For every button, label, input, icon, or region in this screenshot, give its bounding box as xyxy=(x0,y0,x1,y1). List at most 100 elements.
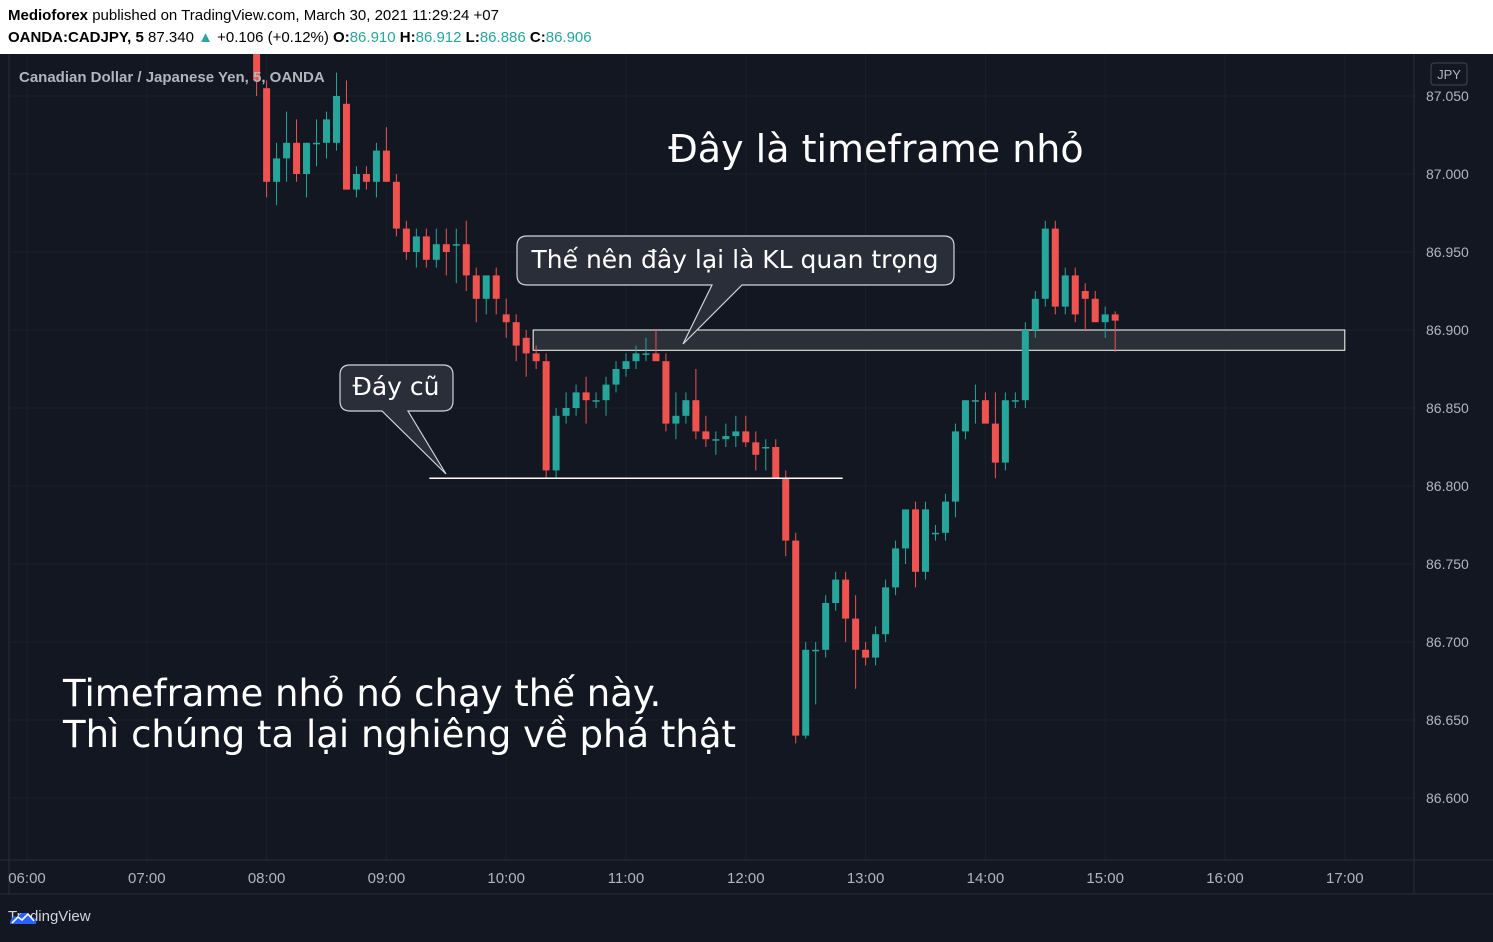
candle-up xyxy=(1011,400,1019,402)
candle-down xyxy=(852,618,860,650)
candle-down xyxy=(652,353,660,362)
candle-down xyxy=(542,361,550,471)
candle-down xyxy=(842,579,850,619)
x-tick-label: 11:00 xyxy=(608,870,644,887)
candle-down xyxy=(263,88,271,182)
title-note: Đây là timeframe nhỏ xyxy=(668,127,1083,171)
y-tick-label: 87.000 xyxy=(1426,166,1469,182)
callout-key-level-text: Thế nên đây lại là KL quan trọng xyxy=(531,245,939,274)
y-tick-label: 86.900 xyxy=(1426,322,1469,338)
candle-up xyxy=(273,158,281,182)
chart-area[interactable]: 87.050 87.000 86.950 86.900 86.850 86.800 86.7… xyxy=(0,54,1493,942)
candle-up xyxy=(432,244,440,260)
publish-header: Medioforex published on TradingView.com,… xyxy=(0,0,1493,54)
candle-down xyxy=(512,322,520,346)
note-line-1: Timeframe nhỏ nó chạy thế này. xyxy=(62,672,661,715)
candle-up xyxy=(822,603,830,650)
candle-up xyxy=(971,400,979,402)
open-value: 86.910 xyxy=(349,29,396,46)
candle-up xyxy=(622,361,630,369)
x-tick-label: 12:00 xyxy=(727,870,765,887)
candle-down xyxy=(991,423,999,463)
note-line-2: Thì chúng ta lại nghiêng về phá thật xyxy=(62,713,736,756)
callout-key-level[interactable] xyxy=(516,235,955,345)
candle-down xyxy=(422,236,430,260)
candle-down xyxy=(442,244,450,252)
x-tick-label: 15:00 xyxy=(1086,870,1124,887)
candle-down xyxy=(532,353,540,362)
candle-down xyxy=(402,228,410,252)
candle-up xyxy=(313,142,321,145)
candle-up xyxy=(931,532,939,535)
currency-badge xyxy=(1430,62,1468,86)
candle-down xyxy=(981,400,989,424)
candle-down xyxy=(742,431,750,443)
candle-up xyxy=(802,649,810,736)
tradingview-brand[interactable]: TradingView xyxy=(8,908,91,925)
candle-up xyxy=(1001,400,1009,463)
candle-up xyxy=(572,392,580,408)
candle-up xyxy=(602,384,610,401)
x-tick-label: 13:00 xyxy=(847,870,885,887)
candle-down xyxy=(502,314,510,323)
candle-up xyxy=(552,415,560,471)
candle-down xyxy=(752,442,760,455)
high-value: 86.912 xyxy=(415,29,462,46)
candle-up xyxy=(1101,314,1109,323)
candle-down xyxy=(782,478,790,541)
candle-up xyxy=(303,142,311,174)
candle-down xyxy=(1091,298,1099,323)
candle-up xyxy=(562,408,570,416)
candle-up xyxy=(372,150,380,182)
y-tick-label: 86.850 xyxy=(1426,400,1469,416)
candle-up xyxy=(872,634,880,658)
candle-up xyxy=(1061,275,1069,307)
close-value: 86.906 xyxy=(545,29,592,46)
y-tick-label: 87.050 xyxy=(1426,88,1469,104)
x-tick-label: 06:00 xyxy=(8,870,46,887)
publisher-name[interactable]: Medioforex xyxy=(8,7,89,24)
candle-down xyxy=(362,174,370,182)
candle-up xyxy=(482,275,490,299)
publish-line: Medioforex published on TradingView.com,… xyxy=(8,7,499,24)
candle-up xyxy=(352,174,360,190)
open-label: O: xyxy=(333,29,350,46)
candle-up xyxy=(642,353,650,355)
low-value: 86.886 xyxy=(479,29,526,46)
candle-up xyxy=(812,649,820,652)
candle-up xyxy=(722,436,730,440)
candle-up xyxy=(283,142,291,159)
candle-down xyxy=(1071,275,1079,315)
candle-up xyxy=(323,119,330,143)
candle-down xyxy=(522,337,530,354)
candle-down xyxy=(792,540,800,736)
key-level-zone[interactable] xyxy=(532,329,1346,351)
y-tick-label: 86.800 xyxy=(1426,478,1469,494)
y-tick-label: 86.600 xyxy=(1426,790,1469,806)
x-tick-label: 09:00 xyxy=(368,870,406,887)
candlestick-chart[interactable]: 87.050 87.000 86.950 86.900 86.850 86.800 86.7… xyxy=(0,54,1493,942)
y-tick-label: 86.950 xyxy=(1426,244,1469,260)
candle-down xyxy=(253,54,261,81)
candle-up xyxy=(882,587,890,635)
x-tick-label: 16:00 xyxy=(1206,870,1244,887)
candle-up xyxy=(1031,298,1039,330)
candle-down xyxy=(472,275,480,299)
last-price: 87.340 xyxy=(148,29,194,46)
candle-down xyxy=(912,509,920,572)
callout-old-low-text: Đáy cũ xyxy=(352,372,439,401)
callout-old-low[interactable] xyxy=(339,364,454,475)
candle-up xyxy=(632,353,640,362)
x-tick-label: 14:00 xyxy=(967,870,1005,887)
candle-up xyxy=(332,96,340,143)
low-label: L: xyxy=(465,29,480,46)
candle-up xyxy=(612,369,620,385)
candle-up xyxy=(682,400,690,416)
candle-up xyxy=(951,431,959,502)
candle-up xyxy=(1041,228,1049,299)
published-text: published on TradingView.com, March 30, … xyxy=(92,7,499,24)
candle-down xyxy=(582,392,590,401)
candle-up xyxy=(412,236,420,252)
candle-up xyxy=(832,579,840,603)
candle-down xyxy=(342,103,350,190)
